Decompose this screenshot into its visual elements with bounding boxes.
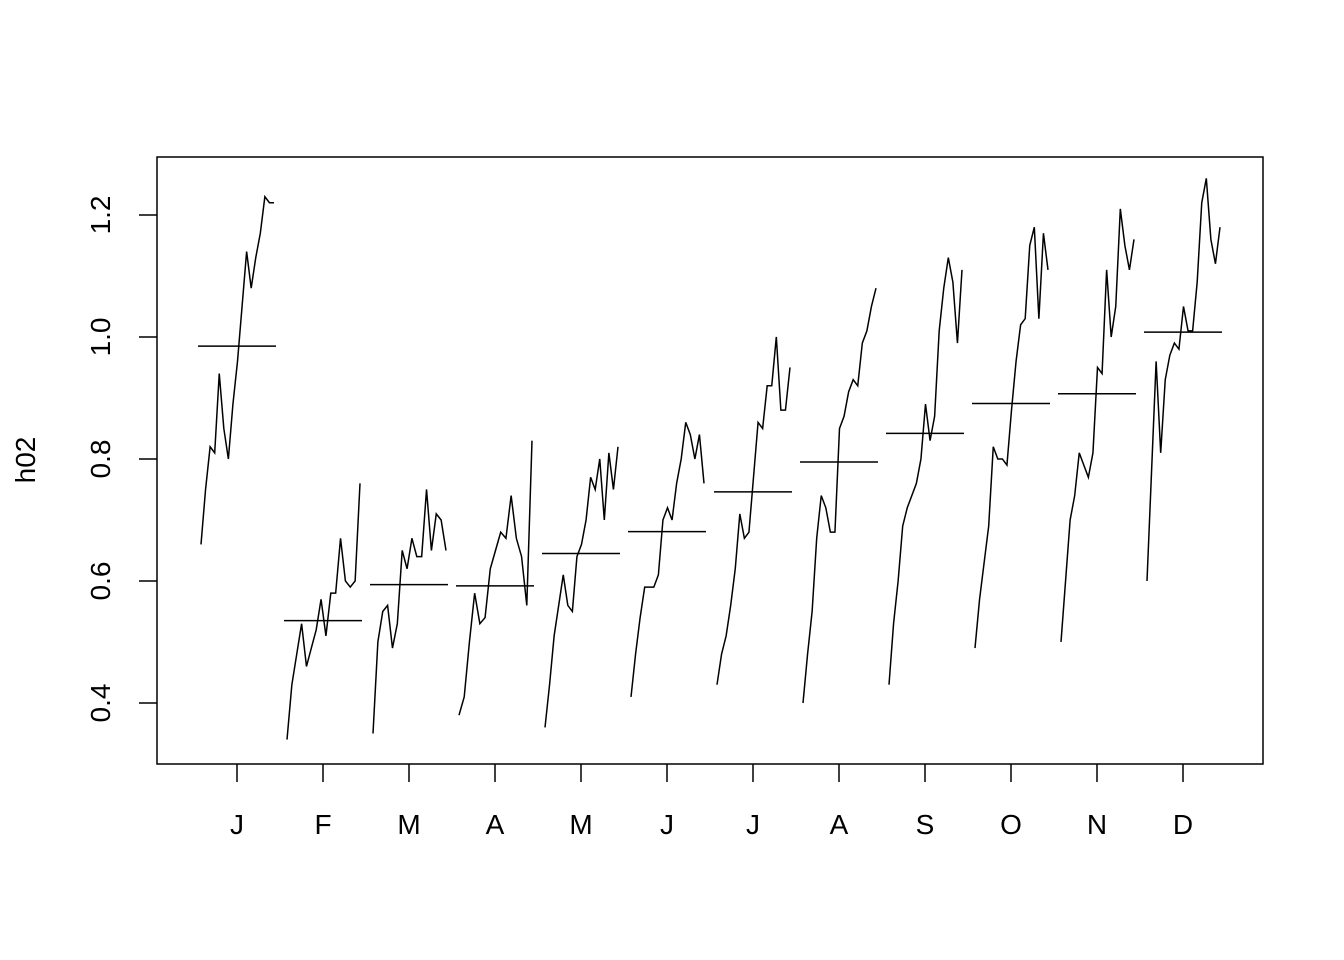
y-tick-label: 0.6 bbox=[85, 562, 116, 601]
x-tick-label: A bbox=[486, 809, 505, 840]
subseries-line bbox=[716, 336, 791, 685]
x-tick-label: O bbox=[1000, 809, 1022, 840]
x-tick-label: D bbox=[1173, 809, 1193, 840]
subseries-line bbox=[372, 489, 447, 734]
x-tick-label: S bbox=[916, 809, 935, 840]
subseries-line bbox=[544, 446, 619, 728]
subseries-line bbox=[1060, 208, 1135, 643]
y-tick-label: 0.4 bbox=[85, 684, 116, 723]
subseries-line bbox=[888, 257, 963, 685]
y-tick-label: 1.2 bbox=[85, 195, 116, 234]
x-tick-label: J bbox=[660, 809, 674, 840]
plot-frame bbox=[156, 156, 1264, 765]
subseries-line bbox=[458, 440, 533, 716]
x-tick-label: F bbox=[314, 809, 331, 840]
subseries-line bbox=[802, 287, 877, 704]
y-axis-label: h02 bbox=[10, 437, 41, 484]
x-tick-label: N bbox=[1087, 809, 1107, 840]
subseries-line bbox=[286, 483, 361, 740]
y-tick-label: 0.8 bbox=[85, 440, 116, 479]
x-tick-label: M bbox=[397, 809, 420, 840]
subseries-line bbox=[974, 226, 1049, 649]
x-tick-label: A bbox=[830, 809, 849, 840]
x-tick-label: M bbox=[569, 809, 592, 840]
x-tick-label: J bbox=[230, 809, 244, 840]
x-tick-label: J bbox=[746, 809, 760, 840]
subseries-line bbox=[1146, 178, 1221, 582]
subseries-line bbox=[630, 422, 705, 697]
subseries-line bbox=[200, 194, 274, 545]
y-tick-label: 1.0 bbox=[85, 317, 116, 356]
